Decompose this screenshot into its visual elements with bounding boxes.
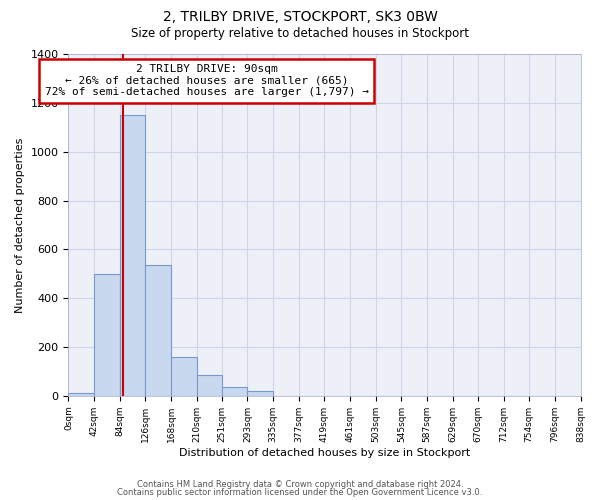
Bar: [94, 274, 120, 396]
Bar: [171, 357, 197, 396]
Bar: [68, 394, 94, 396]
Bar: [145, 265, 171, 396]
X-axis label: Distribution of detached houses by size in Stockport: Distribution of detached houses by size …: [179, 448, 470, 458]
Bar: [222, 388, 247, 396]
Text: Contains public sector information licensed under the Open Government Licence v3: Contains public sector information licen…: [118, 488, 482, 497]
Bar: [247, 391, 273, 396]
Text: Contains HM Land Registry data © Crown copyright and database right 2024.: Contains HM Land Registry data © Crown c…: [137, 480, 463, 489]
Text: 2 TRILBY DRIVE: 90sqm
← 26% of detached houses are smaller (665)
72% of semi-det: 2 TRILBY DRIVE: 90sqm ← 26% of detached …: [44, 64, 368, 98]
Text: Size of property relative to detached houses in Stockport: Size of property relative to detached ho…: [131, 28, 469, 40]
Bar: [197, 375, 222, 396]
Text: 2, TRILBY DRIVE, STOCKPORT, SK3 0BW: 2, TRILBY DRIVE, STOCKPORT, SK3 0BW: [163, 10, 437, 24]
Y-axis label: Number of detached properties: Number of detached properties: [15, 137, 25, 312]
Bar: [120, 115, 145, 396]
